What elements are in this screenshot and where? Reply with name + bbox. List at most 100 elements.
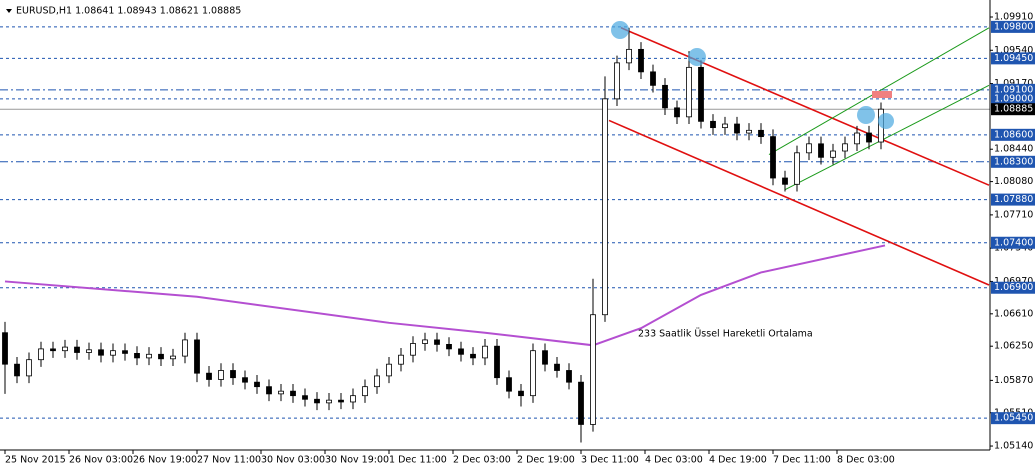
candle-body: [770, 136, 776, 179]
level-label: 1.07400: [994, 237, 1033, 248]
x-tick-label: 27 Nov 11:00: [197, 455, 261, 466]
level-label: 1.09450: [994, 53, 1033, 64]
data-layer: [2, 27, 990, 443]
candle-body: [230, 370, 236, 379]
ema-annotation: 233 Saatlik Üssel Hareketli Ortalama: [638, 329, 813, 340]
candle-body: [710, 120, 716, 129]
y-tick-label: 1.08440: [994, 144, 1033, 155]
candle-body: [554, 363, 560, 371]
candle-body: [158, 353, 164, 360]
y-tick-label: 1.08080: [994, 176, 1033, 187]
candle-body: [338, 399, 344, 403]
candle-body: [26, 359, 32, 377]
candle-body: [602, 98, 608, 316]
x-tick-label: 30 Nov 03:00: [261, 455, 325, 466]
level-box: [991, 92, 1035, 105]
level-box: [991, 155, 1035, 168]
level-label: 1.09000: [994, 93, 1033, 104]
trendline: [784, 84, 990, 191]
candle-body: [818, 143, 824, 158]
candle-body: [842, 143, 848, 152]
candle-body: [62, 346, 68, 352]
level-box: [991, 412, 1035, 425]
candle-body: [302, 395, 308, 400]
candle-body: [782, 177, 788, 185]
y-tick-label: 1.05870: [994, 375, 1033, 386]
candle-body: [170, 355, 176, 360]
level-label: 1.08300: [994, 156, 1033, 167]
x-tick-label: 7 Dec 11:00: [773, 455, 831, 466]
level-box: [991, 281, 1035, 294]
level-box: [991, 128, 1035, 141]
y-tick-label: 1.06610: [994, 308, 1033, 319]
candle-body: [290, 390, 296, 397]
trendline: [608, 119, 990, 286]
candle-body: [98, 349, 104, 356]
candle-body: [686, 66, 692, 118]
level-box: [991, 193, 1035, 206]
candle-body: [134, 352, 140, 359]
highlight-circle: [611, 21, 629, 39]
candle-body: [266, 386, 272, 395]
x-tick-label: 3 Dec 11:00: [581, 455, 639, 466]
x-tick-label: 4 Dec 19:00: [709, 455, 767, 466]
candle-body: [482, 345, 488, 359]
y-tick-label: 1.09540: [994, 45, 1033, 56]
candle-body: [566, 370, 572, 383]
candle-body: [398, 354, 404, 365]
candle-body: [494, 345, 500, 379]
highlight-circle: [878, 113, 894, 129]
candle-body: [206, 372, 212, 380]
x-tick-label: 26 Nov 03:00: [69, 455, 133, 466]
candle-body: [794, 152, 800, 185]
candle-body: [74, 346, 80, 353]
y-tick-label: 1.05140: [994, 441, 1033, 452]
candle-body: [806, 143, 812, 154]
candle-body: [662, 84, 668, 109]
candle-body: [734, 123, 740, 134]
candle-body: [410, 343, 416, 356]
candle-body: [362, 386, 368, 397]
candle-body: [866, 132, 872, 143]
x-tick-label: 4 Dec 03:00: [645, 455, 703, 466]
candle-body: [830, 150, 836, 158]
candle-body: [326, 399, 332, 404]
candle-body: [674, 107, 680, 118]
candle-body: [350, 395, 356, 403]
x-tick-label: 1 Dec 11:00: [389, 455, 447, 466]
level-label: 1.09800: [994, 21, 1033, 32]
y-tick-label: 1.09910: [994, 11, 1033, 22]
candle-body: [854, 132, 860, 145]
level-label: 1.09100: [994, 84, 1033, 95]
candle-body: [698, 66, 704, 122]
x-tick-label: 26 Nov 19:00: [133, 455, 197, 466]
candle-body: [242, 377, 248, 383]
candle-body: [434, 339, 440, 345]
candle-body: [50, 348, 56, 352]
candle-body: [146, 353, 152, 359]
candle-body: [614, 62, 620, 100]
candle-body: [446, 344, 452, 350]
highlight-circle: [857, 106, 875, 124]
candle-body: [374, 375, 380, 388]
candle-body: [2, 332, 8, 365]
candle-body: [758, 129, 764, 138]
y-tick-label: 1.06250: [994, 341, 1033, 352]
x-tick-label: 2 Dec 19:00: [517, 455, 575, 466]
candle-body: [386, 363, 392, 377]
candle-body: [626, 48, 632, 64]
x-tick-label: 2 Dec 03:00: [453, 455, 511, 466]
level-box: [991, 20, 1035, 33]
candle-body: [314, 398, 320, 404]
level-box: [991, 236, 1035, 249]
y-tick-label: 1.09170: [994, 78, 1033, 89]
chart-title: EURUSD,H1 1.08641 1.08943 1.08621 1.0888…: [16, 6, 241, 17]
candle-body: [182, 339, 188, 357]
candle-body: [422, 339, 428, 344]
candle-body: [518, 390, 524, 397]
level-box: [991, 52, 1035, 65]
bid-box: [991, 103, 1035, 116]
candle-body: [458, 348, 464, 355]
level-label: 1.06900: [994, 282, 1033, 293]
